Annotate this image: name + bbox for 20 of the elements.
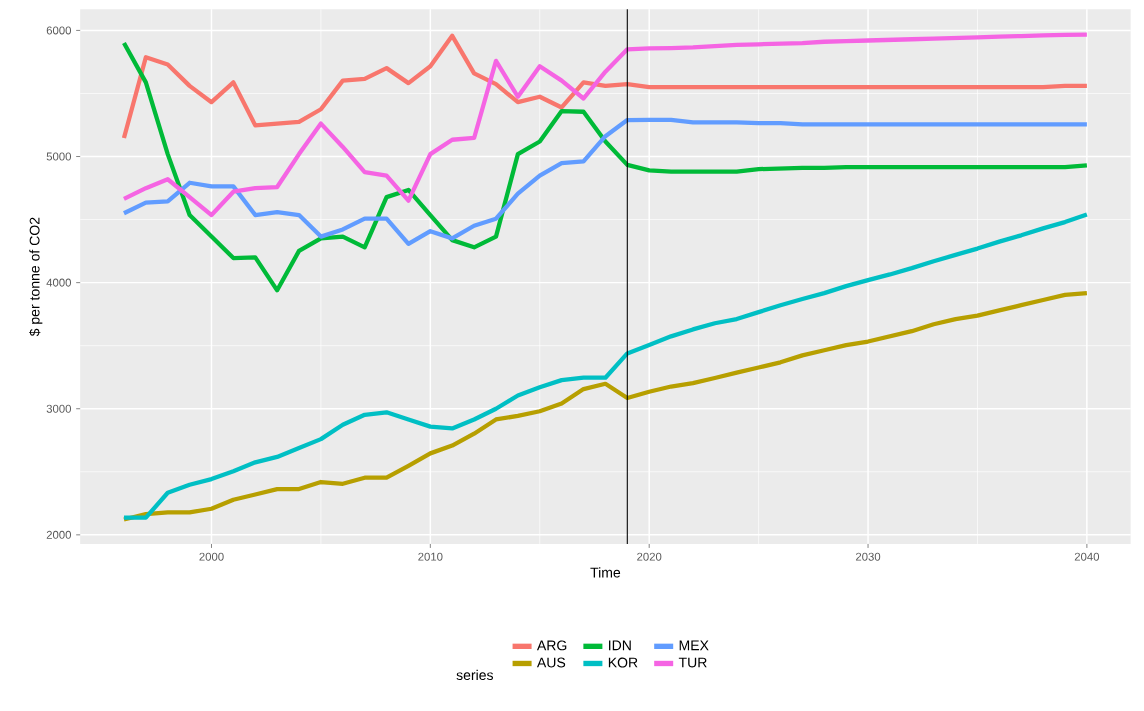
line-series: [121, 212, 1090, 520]
x-tick-label: 2040: [1074, 552, 1100, 561]
y-axis-title: $ per tonne of CO2: [29, 217, 43, 337]
x-tick-label: 2000: [199, 552, 224, 561]
x-tick-label: 2020: [637, 552, 662, 561]
y-tick-label: 3000: [46, 404, 72, 413]
x-axis-title: Time: [590, 567, 621, 578]
x-tick-label: 2010: [418, 552, 443, 561]
legend-label: IDN: [609, 640, 631, 651]
legend-label: TUR: [678, 657, 707, 668]
legend-label: MEX: [679, 640, 709, 651]
legend-label: KOR: [608, 657, 638, 668]
legend-title: series: [456, 669, 494, 681]
x-tick-label: 2030: [855, 552, 881, 561]
y-tick-label: 5000: [46, 152, 72, 161]
legend-label: AUS: [536, 657, 566, 668]
legend-label: ARG: [536, 640, 567, 651]
y-tick-label: 6000: [46, 26, 72, 35]
y-tick-label: 4000: [46, 278, 72, 287]
y-tick-label: 2000: [46, 530, 72, 539]
